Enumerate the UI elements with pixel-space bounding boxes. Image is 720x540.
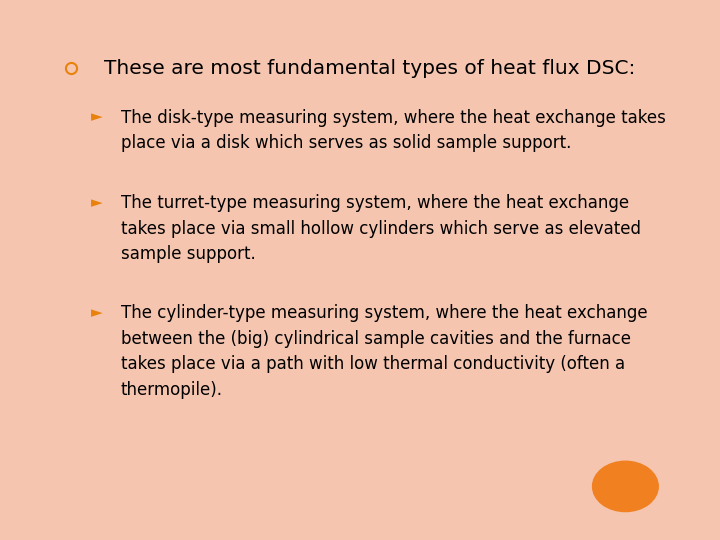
Text: The disk-type measuring system, where the heat exchange takes
place via a disk w: The disk-type measuring system, where th… xyxy=(121,109,665,152)
Text: The turret-type measuring system, where the heat exchange
takes place via small : The turret-type measuring system, where … xyxy=(121,194,641,264)
Text: The cylinder-type measuring system, where the heat exchange
between the (big) cy: The cylinder-type measuring system, wher… xyxy=(121,304,647,399)
Circle shape xyxy=(593,461,658,511)
Text: ►: ► xyxy=(91,306,102,320)
Text: These are most fundamental types of heat flux DSC:: These are most fundamental types of heat… xyxy=(104,59,635,78)
Text: ►: ► xyxy=(91,110,102,125)
Text: ►: ► xyxy=(91,195,102,211)
